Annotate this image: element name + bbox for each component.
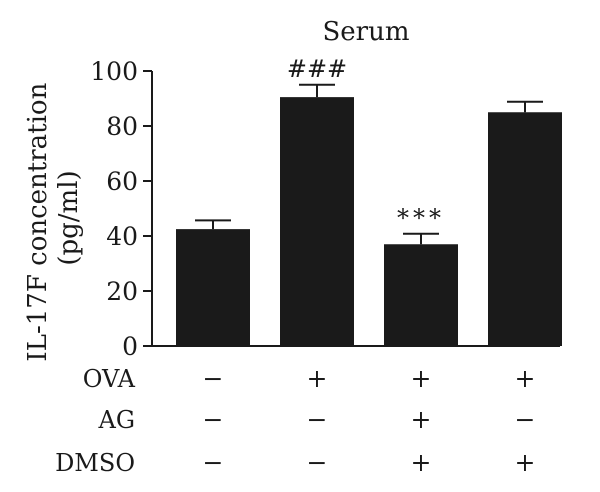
treatment-sign: + (307, 364, 328, 393)
treatment-sign: + (411, 448, 432, 477)
treatment-sign: − (203, 448, 224, 477)
treatment-label: AG (97, 406, 135, 434)
y-tick-label: 60 (106, 167, 138, 196)
chart-title: Serum (322, 17, 409, 47)
treatment-sign: + (515, 448, 536, 477)
treatment-label: DMSO (55, 449, 135, 477)
treatment-label: OVA (83, 365, 136, 393)
significance-annotation: *** (397, 204, 445, 232)
bar (176, 229, 250, 346)
y-tick-label: 20 (106, 277, 138, 306)
bar (280, 97, 354, 346)
treatment-sign: + (515, 364, 536, 393)
treatment-sign: + (411, 405, 432, 434)
significance-annotation: ### (287, 55, 347, 83)
treatment-sign: − (307, 405, 328, 434)
treatment-sign: + (411, 364, 432, 393)
y-axis-label-line-1: IL-17F concentration (23, 82, 53, 361)
treatment-sign: − (307, 448, 328, 477)
treatment-sign: − (203, 405, 224, 434)
y-tick-label: 40 (106, 222, 138, 251)
y-axis-label-line-2: (pg/ml) (54, 170, 84, 265)
y-axis-label: IL-17F concentration (pg/ml) (23, 74, 84, 361)
treatment-sign: − (515, 405, 536, 434)
y-tick-label: 0 (122, 332, 138, 361)
bar (384, 244, 458, 346)
y-tick-label: 80 (106, 112, 138, 141)
bar (488, 112, 562, 346)
y-tick-label: 100 (90, 57, 138, 86)
treatment-sign: − (203, 364, 224, 393)
